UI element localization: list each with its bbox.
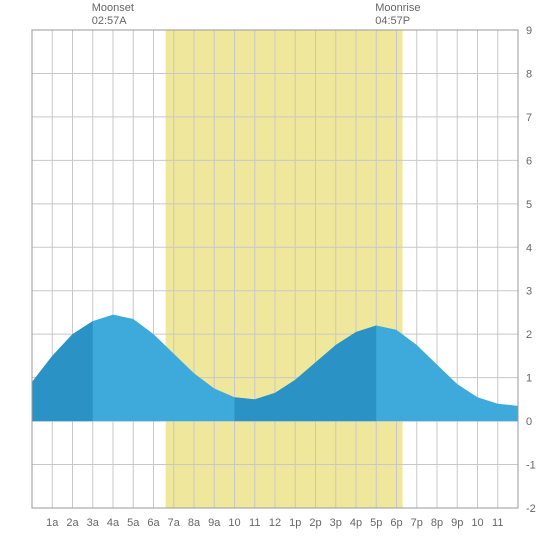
x-tick-label: 9a — [208, 517, 221, 529]
y-tick-label: 3 — [526, 286, 532, 298]
x-tick-label: 11 — [492, 517, 503, 529]
x-tick-label: 8a — [188, 517, 201, 529]
y-tick-label: -2 — [526, 503, 536, 515]
x-tick-label: 2a — [66, 517, 79, 529]
moonrise-time: 04:57P — [375, 15, 420, 28]
y-tick-label: 6 — [526, 155, 532, 167]
x-tick-label: 3p — [330, 517, 342, 529]
y-tick-label: 8 — [526, 68, 532, 80]
moonset-title: Moonset — [92, 2, 134, 15]
x-tick-label: 7p — [411, 517, 423, 529]
x-tick-label: 8p — [431, 517, 443, 529]
x-tick-label: 4p — [350, 517, 362, 529]
x-tick-label: 9p — [451, 517, 463, 529]
x-tick-label: 12 — [269, 517, 281, 529]
moonset-label: Moonset 02:57A — [92, 2, 134, 28]
y-tick-label: 7 — [526, 112, 532, 124]
x-tick-label: 5p — [370, 517, 382, 529]
y-tick-label: 2 — [526, 329, 532, 341]
x-tick-label: 1a — [46, 517, 59, 529]
moonrise-label: Moonrise 04:57P — [375, 2, 420, 28]
y-tick-label: 4 — [526, 242, 532, 254]
moonrise-title: Moonrise — [375, 2, 420, 15]
x-tick-label: 7a — [168, 517, 181, 529]
y-tick-label: 5 — [526, 199, 532, 211]
x-tick-label: 4a — [107, 517, 120, 529]
x-tick-label: 3a — [87, 517, 100, 529]
x-tick-label: 6p — [390, 517, 402, 529]
x-tick-label: 6a — [147, 517, 160, 529]
y-tick-label: 0 — [526, 416, 532, 428]
y-tick-label: -1 — [526, 460, 536, 472]
chart-canvas: -2-101234567891a2a3a4a5a6a7a8a9a1011121p… — [0, 0, 550, 550]
x-tick-label: 10 — [228, 517, 240, 529]
x-tick-label: 5a — [127, 517, 140, 529]
tide-chart: Moonset 02:57A Moonrise 04:57P -2-101234… — [0, 0, 550, 550]
x-tick-label: 2p — [309, 517, 321, 529]
y-tick-label: 9 — [526, 25, 532, 37]
x-tick-label: 11 — [249, 517, 260, 529]
y-tick-label: 1 — [526, 373, 532, 385]
x-tick-label: 10 — [471, 517, 483, 529]
x-tick-label: 1p — [289, 517, 301, 529]
moonset-time: 02:57A — [92, 15, 134, 28]
